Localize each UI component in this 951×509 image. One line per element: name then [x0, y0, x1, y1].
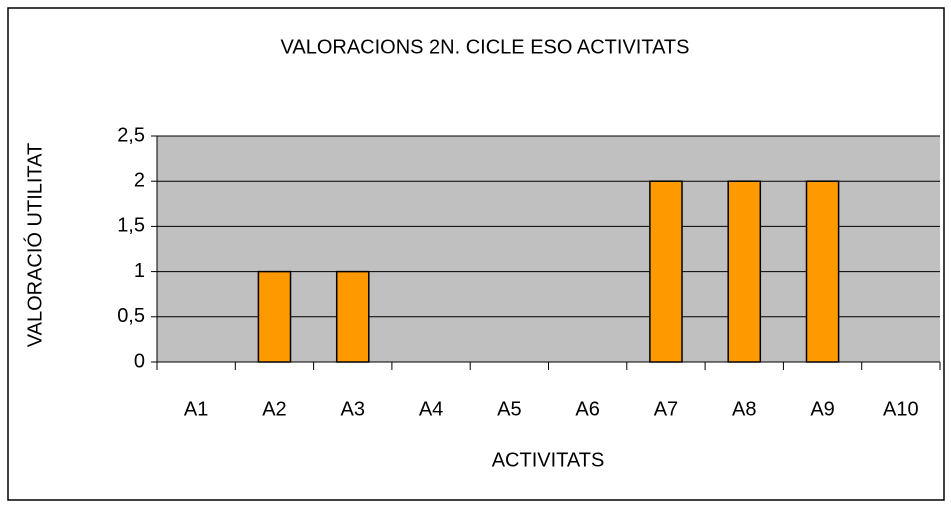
- y-tick-label: 0: [134, 350, 145, 372]
- x-tick-label: A4: [419, 398, 443, 420]
- x-tick-label: A10: [883, 398, 919, 420]
- y-tick-label: 2,5: [117, 124, 145, 146]
- bar: [649, 180, 683, 363]
- x-tick-label: A2: [262, 398, 286, 420]
- x-tick-label: A7: [654, 398, 678, 420]
- x-tick-label: A3: [341, 398, 365, 420]
- chart-title: VALORACIONS 2N. CICLE ESO ACTIVITATS: [281, 36, 690, 58]
- x-tick-label: A1: [184, 398, 208, 420]
- x-tick-label: A9: [810, 398, 834, 420]
- x-tick-label: A6: [575, 398, 599, 420]
- y-tick-label: 1,5: [117, 215, 145, 237]
- y-tick-label: 0,5: [117, 305, 145, 327]
- y-axis-title: VALORACIÓ UTILITAT: [23, 143, 46, 347]
- bar: [257, 270, 292, 363]
- bar: [335, 270, 370, 363]
- bar: [805, 180, 840, 363]
- x-axis-title: ACTIVITATS: [492, 449, 605, 471]
- y-tick-label: 2: [134, 169, 145, 191]
- y-tick-label: 1: [134, 260, 145, 282]
- x-tick-label: A5: [497, 398, 521, 420]
- bar: [727, 180, 762, 363]
- x-tick-label: A8: [732, 398, 756, 420]
